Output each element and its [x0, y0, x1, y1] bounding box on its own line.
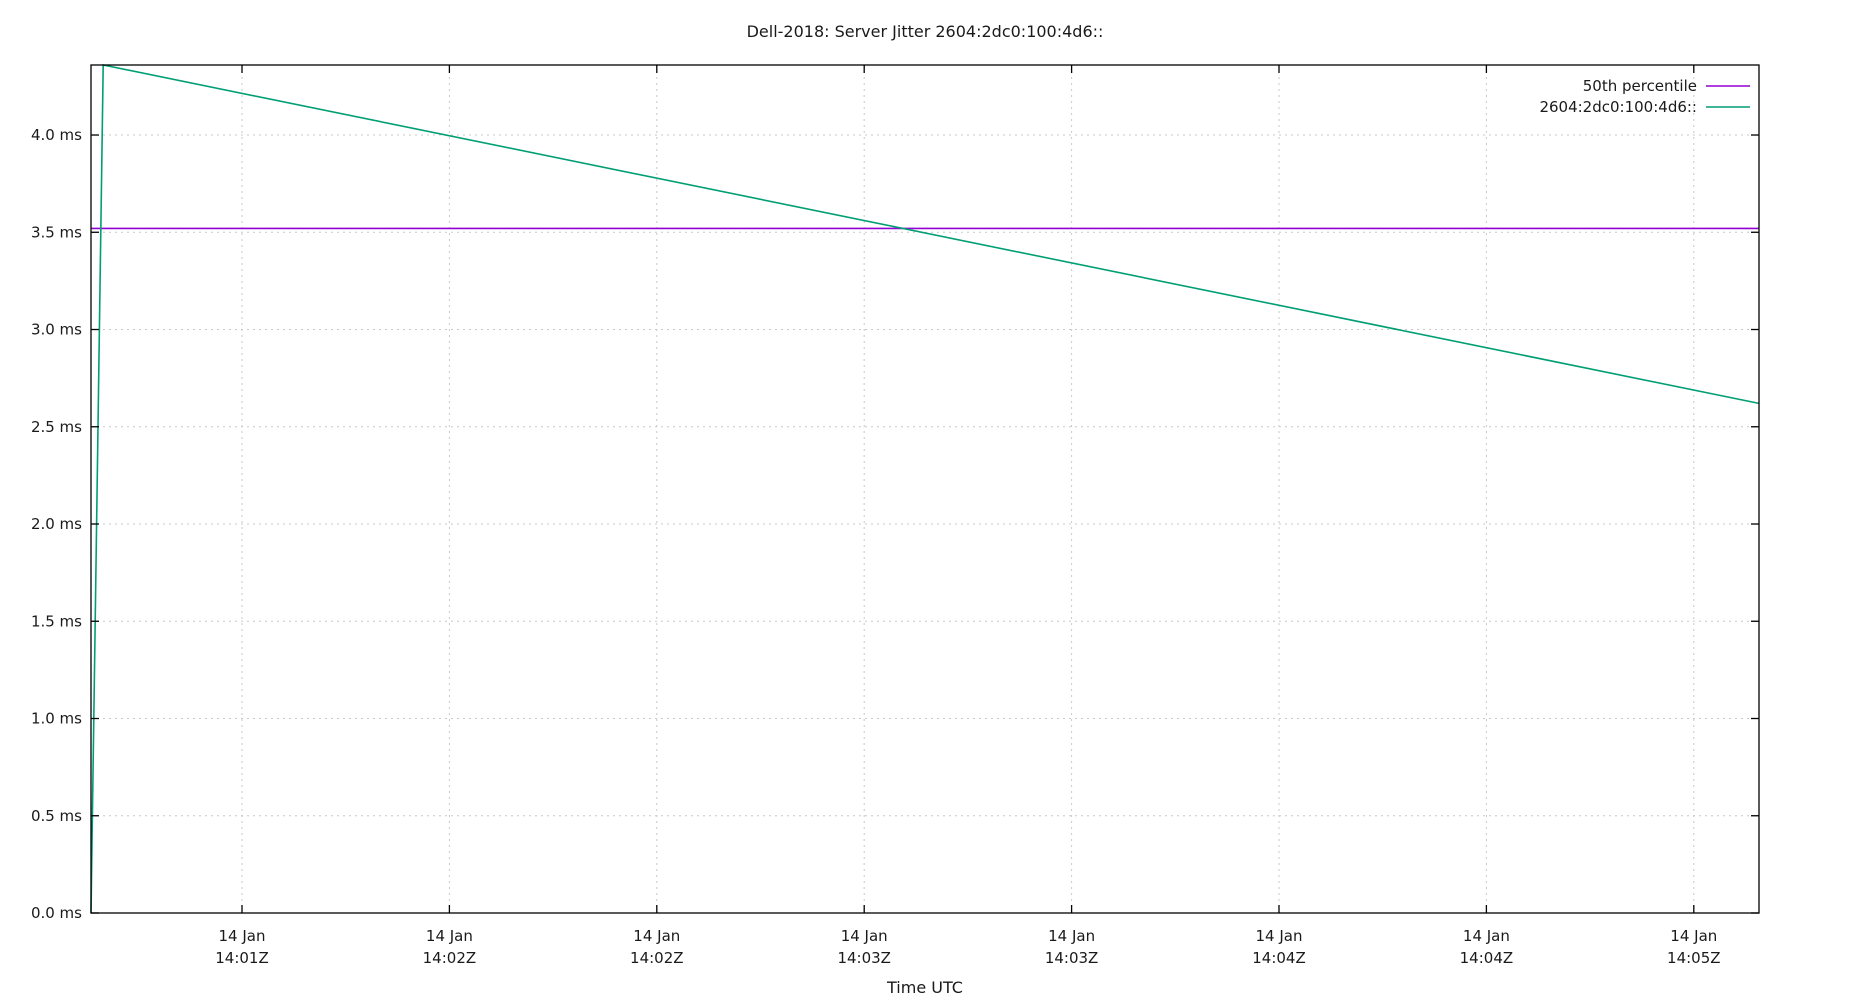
y-axis: 0.0 ms 0.5 ms 1.0 ms 1.5 ms 2.0 ms 2.5 ms 3.0 …	[31, 126, 1759, 922]
y-tick-label: 0.5 ms	[31, 807, 82, 825]
x-tick-label-date: 14 Jan	[1256, 927, 1303, 945]
x-tick-label-date: 14 Jan	[841, 927, 888, 945]
x-tick-label-date: 14 Jan	[1463, 927, 1510, 945]
chart-title: Dell-2018: Server Jitter 2604:2dc0:100:4…	[746, 22, 1104, 41]
y-tick-label: 2.5 ms	[31, 418, 82, 436]
series-jitter	[90, 64, 1760, 914]
x-tick-label-date: 14 Jan	[633, 927, 680, 945]
x-tick-label-time: 14:03Z	[837, 949, 891, 967]
x-tick-label-time: 14:02Z	[423, 949, 477, 967]
x-tick-label-time: 14:01Z	[215, 949, 269, 967]
x-tick-label-time: 14:05Z	[1667, 949, 1721, 967]
x-tick-label-date: 14 Jan	[1048, 927, 1095, 945]
x-tick-label-time: 14:04Z	[1460, 949, 1514, 967]
y-tick-label: 4.0 ms	[31, 126, 82, 144]
y-tick-label: 3.0 ms	[31, 321, 82, 339]
legend-label: 2604:2dc0:100:4d6::	[1539, 98, 1697, 116]
x-axis: 14 Jan 14:01Z 14 Jan 14:02Z 14 Jan 14:02Z 14 J…	[215, 65, 1721, 967]
y-tick-label: 3.5 ms	[31, 223, 82, 241]
x-tick-label-time: 14:03Z	[1045, 949, 1099, 967]
x-tick-label-time: 14:04Z	[1252, 949, 1306, 967]
y-tick-label: 1.5 ms	[31, 612, 82, 630]
y-tick-label: 1.0 ms	[31, 710, 82, 728]
y-tick-label: 2.0 ms	[31, 515, 82, 533]
x-tick-label-date: 14 Jan	[219, 927, 266, 945]
y-tick-label: 0.0 ms	[31, 904, 82, 922]
plot-frame	[90, 64, 1760, 914]
x-tick-label-date: 14 Jan	[426, 927, 473, 945]
x-tick-label-time: 14:02Z	[630, 949, 684, 967]
x-axis-label: Time UTC	[887, 978, 963, 997]
x-tick-label-date: 14 Jan	[1670, 927, 1717, 945]
legend-label: 50th percentile	[1583, 77, 1697, 95]
grid-lines	[91, 65, 1759, 913]
data-series	[90, 64, 1760, 914]
